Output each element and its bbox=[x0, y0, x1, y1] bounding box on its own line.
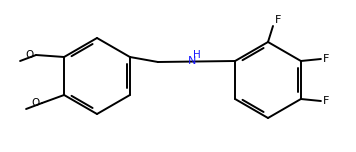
Text: F: F bbox=[323, 96, 329, 106]
Text: H: H bbox=[193, 50, 200, 59]
Text: F: F bbox=[275, 15, 281, 25]
Text: F: F bbox=[323, 54, 329, 64]
Text: O: O bbox=[26, 50, 34, 60]
Text: N: N bbox=[188, 55, 197, 66]
Text: O: O bbox=[32, 98, 40, 108]
